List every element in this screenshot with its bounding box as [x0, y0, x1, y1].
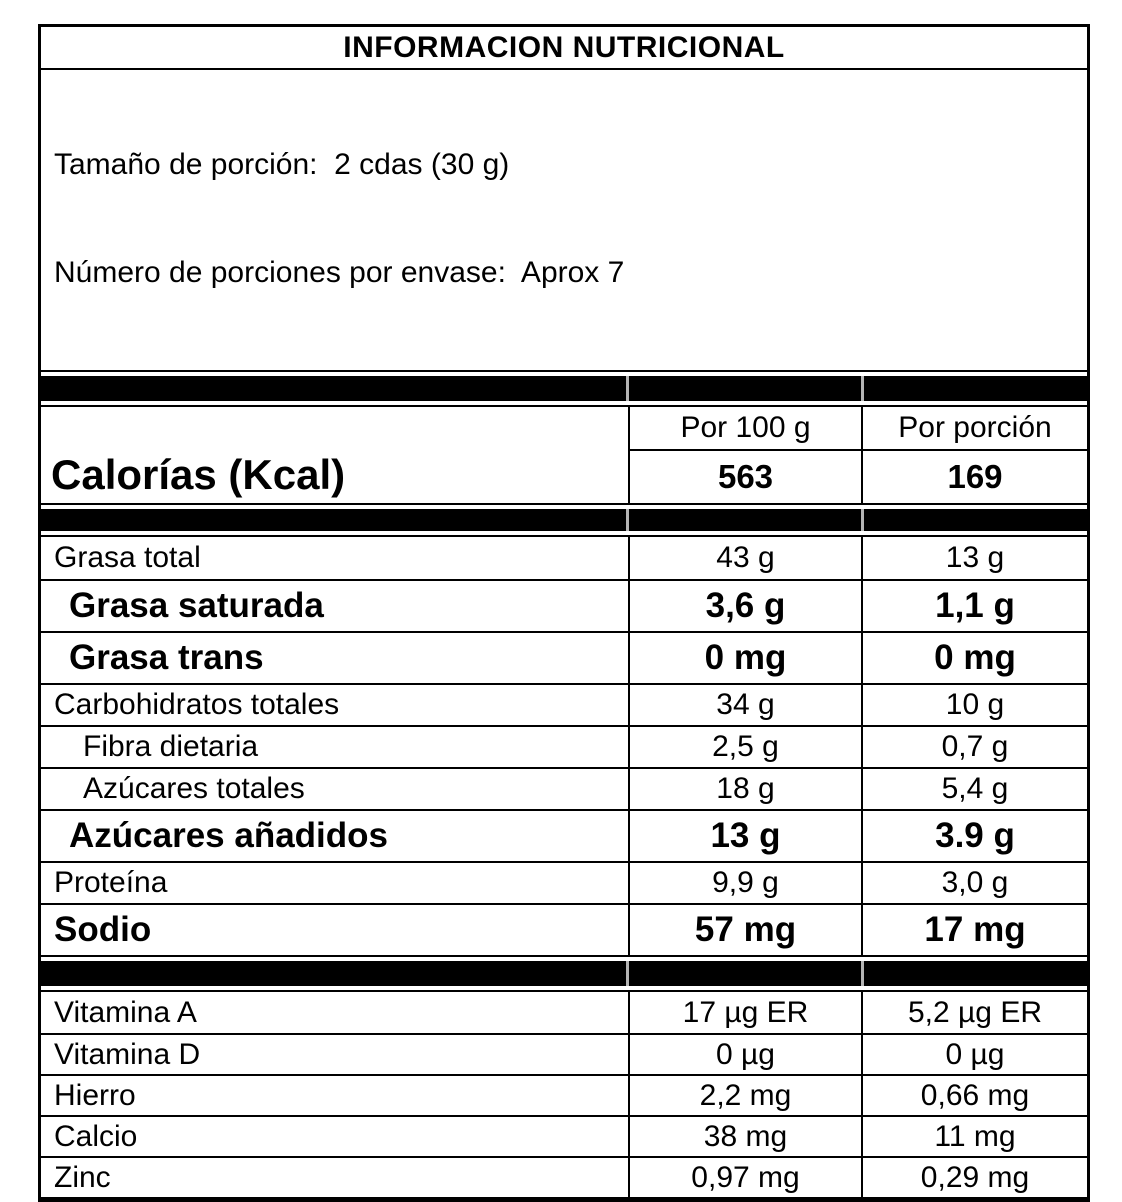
- nutrient-per-100g: 43 g: [628, 537, 861, 579]
- micronutrient-row-zinc: Zinc 0,97 mg 0,29 mg: [41, 1156, 1087, 1197]
- calories-name: Calorías (Kcal): [51, 451, 346, 498]
- nutrient-row-grasa-total: Grasa total 43 g 13 g: [41, 537, 1087, 579]
- calories-section: Calorías (Kcal) Por 100 g Por porción 56…: [41, 405, 1087, 505]
- nutrient-name: Calcio: [54, 1119, 138, 1153]
- nutrient-name: Fibra dietaria: [83, 730, 259, 763]
- micronutrient-row-vitamina-a: Vitamina A 17 µg ER 5,2 µg ER: [41, 992, 1087, 1033]
- nutrient-name: Hierro: [54, 1078, 136, 1112]
- nutrient-per-portion: 0,66 mg: [861, 1076, 1087, 1115]
- nutrient-per-100g: 57 mg: [628, 905, 861, 955]
- label-title: INFORMACION NUTRICIONAL: [41, 27, 1087, 70]
- nutrient-per-portion: 10 g: [861, 685, 1087, 725]
- calories-per-portion: 169: [861, 451, 1087, 503]
- nutrient-per-portion: 0 mg: [861, 633, 1087, 683]
- nutrient-per-portion: 17 mg: [861, 905, 1087, 955]
- nutrient-row-sodio: Sodio 57 mg 17 mg: [41, 903, 1087, 955]
- nutrient-per-portion: 5,4 g: [861, 769, 1087, 809]
- serving-size-line: Tamaño de porción: 2 cdas (30 g): [54, 148, 510, 181]
- nutrient-per-100g: 13 g: [628, 811, 861, 861]
- serving-info: Tamaño de porción: 2 cdas (30 g) Número …: [41, 70, 1087, 372]
- divider-bar-bottom: [41, 961, 1087, 986]
- nutrient-row-azucares-totales: Azúcares totales 18 g 5,4 g: [41, 767, 1087, 809]
- nutrient-name: Grasa total: [54, 541, 201, 574]
- micronutrient-row-calcio: Calcio 38 mg 11 mg: [41, 1115, 1087, 1156]
- nutrient-per-portion: 11 mg: [861, 1117, 1087, 1156]
- divider-bar-middle: [41, 509, 1087, 531]
- nutrient-per-portion: 5,2 µg ER: [861, 992, 1087, 1033]
- nutrient-name: Zinc: [54, 1160, 111, 1194]
- calories-per-100g: 563: [628, 451, 861, 503]
- nutrient-row-grasa-trans: Grasa trans 0 mg 0 mg: [41, 631, 1087, 683]
- divider-bar-top: [41, 376, 1087, 401]
- nutrient-per-100g: 34 g: [628, 685, 861, 725]
- nutrient-per-100g: 2,2 mg: [628, 1076, 861, 1115]
- nutrient-name: Proteína: [54, 866, 168, 899]
- micronutrients-section: Vitamina A 17 µg ER 5,2 µg ER Vitamina D…: [41, 990, 1087, 1199]
- nutrient-row-fibra: Fibra dietaria 2,5 g 0,7 g: [41, 725, 1087, 767]
- nutrient-name: Azúcares totales: [83, 772, 305, 805]
- nutrient-name: Sodio: [54, 910, 152, 949]
- micronutrient-row-hierro: Hierro 2,2 mg 0,66 mg: [41, 1074, 1087, 1115]
- nutrient-row-proteina: Proteína 9,9 g 3,0 g: [41, 861, 1087, 903]
- nutrition-label: INFORMACION NUTRICIONAL Tamaño de porció…: [38, 24, 1090, 1202]
- nutrient-per-portion: 0,7 g: [861, 727, 1087, 767]
- nutrient-name: Vitamina A: [54, 995, 197, 1029]
- nutrient-per-100g: 0 µg: [628, 1035, 861, 1074]
- micronutrient-row-vitamina-d: Vitamina D 0 µg 0 µg: [41, 1033, 1087, 1074]
- nutrient-per-portion: 0 µg: [861, 1035, 1087, 1074]
- nutrient-per-100g: 2,5 g: [628, 727, 861, 767]
- nutrient-per-100g: 3,6 g: [628, 581, 861, 631]
- nutrient-name: Vitamina D: [54, 1037, 201, 1071]
- column-header-per-portion: Por porción: [861, 407, 1087, 451]
- nutrient-row-grasa-saturada: Grasa saturada 3,6 g 1,1 g: [41, 579, 1087, 631]
- nutrient-per-portion: 3.9 g: [861, 811, 1087, 861]
- nutrient-per-100g: 0 mg: [628, 633, 861, 683]
- nutrient-per-portion: 3,0 g: [861, 863, 1087, 903]
- nutrient-per-100g: 9,9 g: [628, 863, 861, 903]
- nutrient-per-100g: 0,97 mg: [628, 1158, 861, 1197]
- column-header-per-100g: Por 100 g: [628, 407, 861, 451]
- nutrient-name: Azúcares añadidos: [69, 816, 388, 855]
- nutrient-per-portion: 0,29 mg: [861, 1158, 1087, 1197]
- nutrient-per-100g: 18 g: [628, 769, 861, 809]
- nutrient-row-carbohidratos: Carbohidratos totales 34 g 10 g: [41, 683, 1087, 725]
- nutrient-per-portion: 13 g: [861, 537, 1087, 579]
- nutrient-name: Carbohidratos totales: [54, 688, 340, 721]
- nutrient-row-azucares-anadidos: Azúcares añadidos 13 g 3.9 g: [41, 809, 1087, 861]
- nutrients-section: Grasa total 43 g 13 g Grasa saturada 3,6…: [41, 535, 1087, 957]
- nutrient-name: Grasa saturada: [69, 586, 324, 625]
- nutrient-per-100g: 38 mg: [628, 1117, 861, 1156]
- nutrient-name: Grasa trans: [69, 638, 264, 677]
- nutrient-per-100g: 17 µg ER: [628, 992, 861, 1033]
- nutrient-per-portion: 1,1 g: [861, 581, 1087, 631]
- servings-per-container-line: Número de porciones por envase: Aprox 7: [54, 256, 625, 289]
